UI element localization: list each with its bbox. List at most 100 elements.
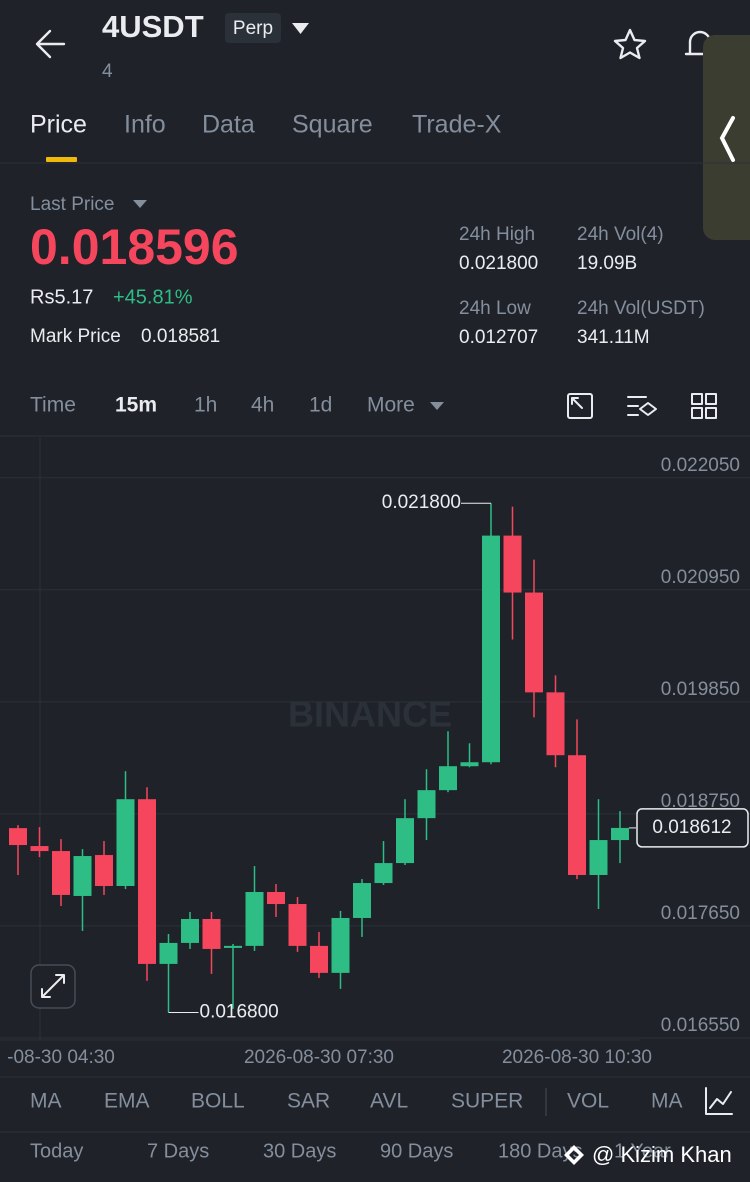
performance-label: 180 Days (498, 1140, 583, 1162)
back-button[interactable] (35, 29, 66, 59)
indicators: MA EMA BOLL SAR AVL SUPER VOL MA (30, 1090, 683, 1113)
local-price: Rs5.17 (30, 286, 93, 308)
tool-icon (639, 402, 657, 416)
indicator[interactable]: BOLL (191, 1090, 245, 1113)
candlestick-chart: BINANCE 0.022050 0.020950 0.019850 0.018750 0… (0, 437, 750, 1068)
last-price-label: Last Price (30, 194, 114, 215)
tab[interactable]: Data (202, 111, 255, 139)
performance-label: 90 Days (380, 1140, 453, 1162)
tab[interactable]: Square (292, 111, 373, 139)
tabs: Price Info Data Square Trade-X (30, 111, 502, 139)
last-price-tag: 0.018612 (652, 817, 731, 838)
stat-label: 24h Low (459, 298, 531, 319)
stat-label: 24h Vol(4) (577, 224, 664, 245)
mark-price: 0.018581 (141, 326, 220, 347)
tool-icon[interactable] (691, 393, 703, 405)
tool-icon (705, 393, 717, 405)
side-handle[interactable] (703, 35, 750, 240)
chart-watermark: BINANCE (288, 694, 452, 735)
last-price-dropdown[interactable] (133, 200, 147, 208)
tool-icon[interactable] (627, 396, 647, 416)
fullscreen-icon (41, 974, 65, 998)
candle-body (439, 766, 457, 791)
symbol-dropdown[interactable] (292, 23, 309, 34)
annotation: 0.021800 (382, 492, 461, 513)
indicator[interactable]: MA (651, 1090, 683, 1113)
active-tab-indicator (46, 157, 77, 162)
candle-body (525, 592, 543, 693)
side-handle-arrow (719, 116, 735, 162)
candle-body (224, 945, 242, 948)
candle-body (310, 945, 328, 973)
candle-body (181, 918, 199, 943)
mark-price-label: Mark Price (30, 326, 121, 347)
candle-body (138, 799, 156, 964)
candle-body (396, 818, 414, 864)
last-price-box (636, 808, 749, 848)
last-price: 0.018596 (30, 219, 239, 275)
candle-body (611, 827, 629, 841)
interval[interactable]: 15m (115, 394, 157, 417)
indicator[interactable]: SAR (287, 1090, 330, 1113)
candle-body (589, 840, 608, 875)
stat-value: 341.11M (577, 327, 650, 348)
candle-body (95, 855, 113, 886)
candle-body (52, 851, 70, 895)
tool-icon[interactable] (567, 393, 593, 419)
indicator-settings-bg (686, 1080, 750, 1126)
watermark: @ Kizim Khan (592, 1142, 732, 1167)
performance-label: Today (30, 1140, 83, 1162)
badge: Perp (233, 18, 273, 39)
x-tick-label: -08-30 04:30 (7, 1047, 115, 1068)
candle-body (288, 904, 307, 946)
watermark-logo (564, 1145, 584, 1165)
y-tick-label: 0.016550 (661, 1015, 740, 1036)
candle-body (417, 790, 436, 819)
indicator[interactable]: SUPER (451, 1090, 523, 1113)
interval[interactable]: Time (30, 394, 76, 417)
y-tick-label: 0.020950 (661, 567, 740, 588)
candle-body (73, 856, 92, 896)
candle-body (202, 918, 221, 949)
favorite-button[interactable] (613, 28, 647, 60)
interval[interactable]: More (367, 394, 415, 417)
interval[interactable]: 1d (309, 394, 332, 417)
x-tick-label: 2026-08-30 07:30 (244, 1047, 394, 1068)
stat-label: 24h High (459, 224, 535, 245)
price-change: +45.81% (113, 286, 193, 308)
stat-label: 24h Vol(USDT) (577, 298, 705, 319)
stats: 24h High 0.021800 24h Vol(4) 19.09B 24h Low 0… (459, 224, 705, 348)
symbol: 4USDT (102, 9, 204, 44)
candle-body (460, 762, 479, 767)
stat-value: 0.012707 (459, 327, 538, 348)
more-dropdown[interactable] (430, 402, 444, 410)
candle-body (116, 799, 135, 886)
performance-label: 7 Days (147, 1140, 209, 1162)
stat-value: 0.021800 (459, 253, 538, 274)
candle-body (30, 846, 49, 852)
indicator[interactable]: MA (30, 1090, 62, 1113)
tab[interactable]: Price (30, 111, 87, 139)
y-tick-label: 0.017650 (661, 903, 740, 924)
badge-bg (225, 13, 281, 43)
annotation: 0.016800 (200, 1002, 279, 1023)
tab[interactable]: Info (124, 111, 166, 139)
interval[interactable]: 4h (251, 394, 274, 417)
candle-body (546, 692, 565, 756)
candle-body (245, 892, 264, 946)
candle-body (331, 917, 350, 973)
tab[interactable]: Trade-X (412, 111, 502, 139)
indicator[interactable]: EMA (104, 1090, 150, 1113)
indicator[interactable]: AVL (370, 1090, 408, 1113)
tool-icon (705, 407, 717, 419)
indicator-settings[interactable] (705, 1087, 733, 1115)
subtitle: 4 (102, 61, 113, 82)
indicator[interactable]: VOL (567, 1090, 609, 1113)
stat-value: 19.09B (577, 253, 637, 274)
candle-body (353, 883, 371, 918)
intervals: Time 15m 1h 4h 1d More (30, 394, 415, 417)
interval[interactable]: 1h (194, 394, 217, 417)
candle-body (9, 828, 27, 846)
chart-tools[interactable] (567, 393, 717, 419)
candle-body (503, 535, 522, 593)
